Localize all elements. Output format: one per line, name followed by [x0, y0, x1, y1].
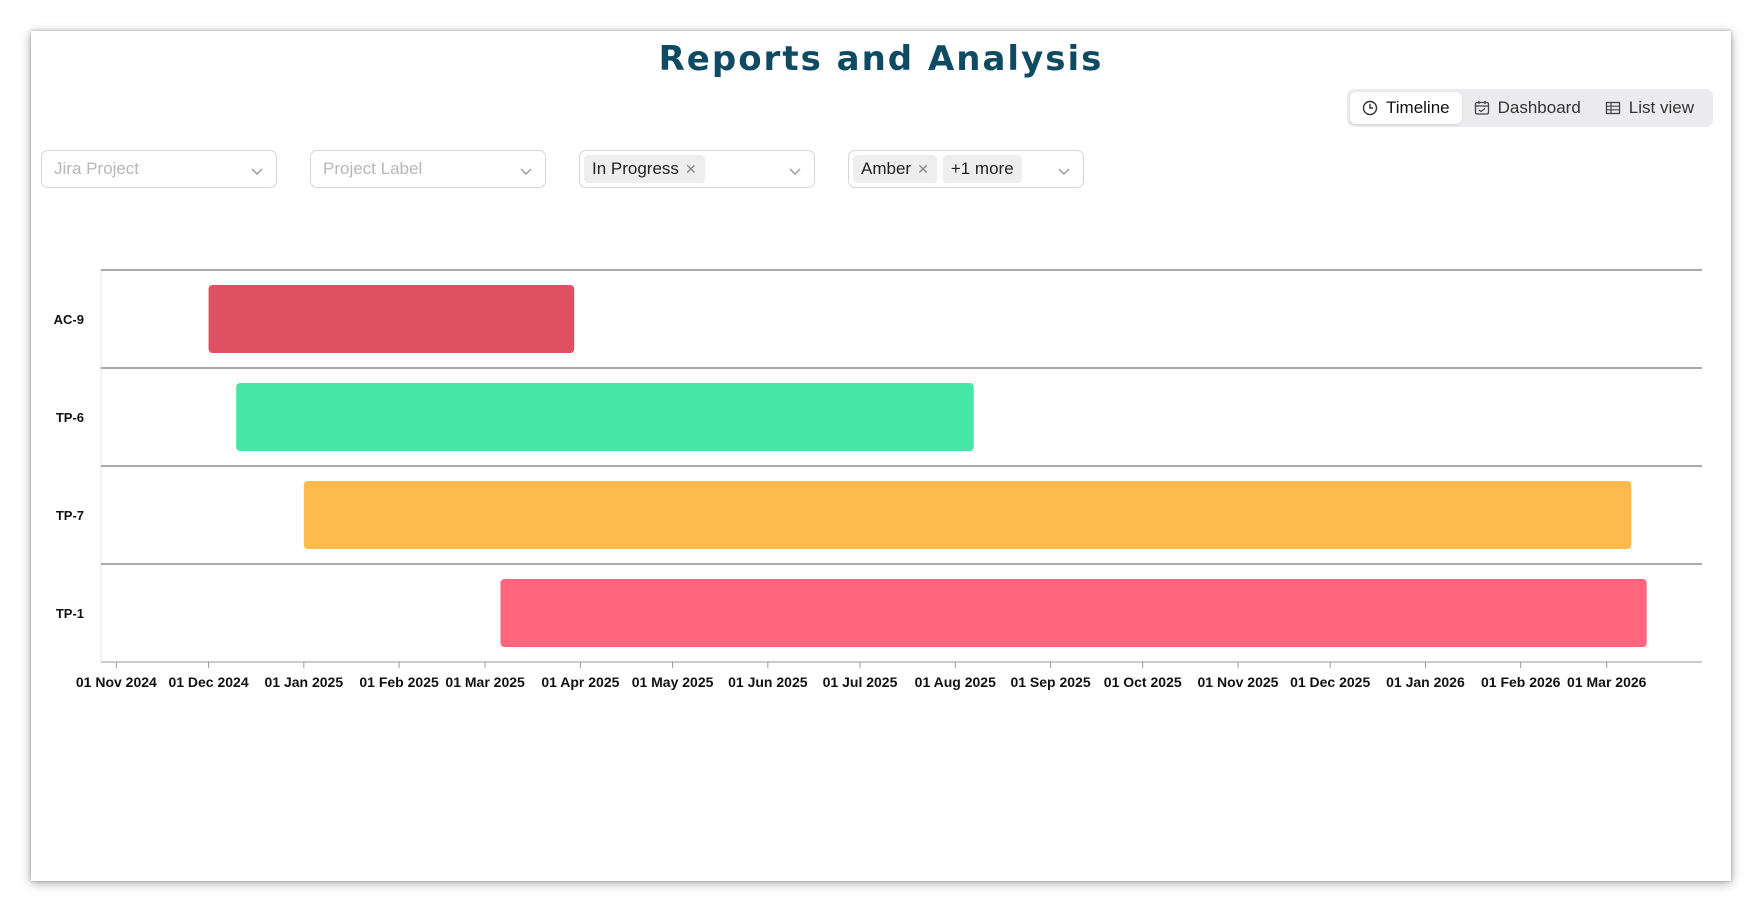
status-select[interactable]: In Progress ✕ [579, 150, 815, 188]
list-view-button[interactable]: List view [1593, 92, 1706, 124]
x-tick-label: 01 Feb 2026 [1481, 674, 1561, 690]
chevron-down-icon [519, 163, 533, 183]
chevron-down-icon [250, 163, 264, 183]
status-tag: In Progress ✕ [584, 155, 705, 183]
x-tick-label: 01 Dec 2024 [168, 674, 248, 690]
timeline-view-label: Timeline [1386, 98, 1450, 117]
x-tick-label: 01 Jun 2025 [728, 674, 808, 690]
project-label-placeholder: Project Label [323, 159, 423, 178]
x-tick-label: 01 Jul 2025 [823, 674, 898, 690]
timeline-bar [303, 481, 1632, 549]
x-tick-label: 01 Nov 2024 [76, 674, 157, 690]
view-toggle: Timeline Dashboard List view [1347, 89, 1713, 127]
rag-tag: Amber ✕ [853, 155, 937, 183]
x-tick-label: 01 Jan 2025 [265, 674, 344, 690]
table-icon [1605, 100, 1621, 116]
rag-status-select[interactable]: Amber ✕ +1 more [848, 150, 1084, 188]
jira-project-placeholder: Jira Project [54, 159, 140, 178]
chevron-down-icon [1057, 163, 1071, 183]
x-tick-label: 01 Dec 2025 [1290, 674, 1370, 690]
x-tick-label: 01 Mar 2026 [1567, 674, 1647, 690]
timeline-chart: AC-9 TP-6 TP-7 TP-1 01 Nov 2024 01 Dec 2024 01… [54, 269, 1702, 690]
page-title: Reports and Analysis [658, 39, 1104, 79]
x-tick-label: 01 Nov 2025 [1198, 674, 1279, 690]
dashboard-view-button[interactable]: Dashboard [1462, 92, 1593, 124]
list-view-label: List view [1628, 98, 1694, 117]
x-tick-label: 01 Apr 2025 [541, 674, 619, 690]
status-tag-label: In Progress [592, 159, 679, 178]
timeline-view-button[interactable]: Timeline [1350, 92, 1462, 124]
rag-tag-label: Amber [861, 159, 912, 178]
chevron-down-icon [788, 163, 802, 183]
jira-project-select[interactable]: Jira Project [41, 150, 277, 188]
x-tick-label: 01 Mar 2025 [445, 674, 525, 690]
row-label: TP-1 [56, 606, 84, 621]
timeline-bar [236, 383, 974, 451]
report-card: Reports and Analysis Timeline Dashboard … [31, 31, 1731, 881]
more-tags-badge[interactable]: +1 more [942, 155, 1022, 183]
calendar-icon [1474, 100, 1490, 116]
dashboard-view-label: Dashboard [1497, 98, 1581, 117]
x-tick-label: 01 Feb 2025 [359, 674, 439, 690]
timeline-bar [208, 285, 575, 353]
row-label: TP-6 [56, 410, 84, 425]
x-tick-label: 01 Oct 2025 [1104, 674, 1182, 690]
timeline-bar [500, 579, 1647, 647]
remove-tag-icon[interactable]: ✕ [684, 160, 697, 177]
x-tick-label: 01 Jan 2026 [1386, 674, 1465, 690]
x-tick-label: 01 Sep 2025 [1010, 674, 1090, 690]
x-tick-label: 01 May 2025 [632, 674, 714, 690]
row-label: AC-9 [54, 312, 84, 327]
x-tick-label: 01 Aug 2025 [915, 674, 996, 690]
row-label: TP-7 [56, 508, 84, 523]
remove-tag-icon[interactable]: ✕ [917, 160, 929, 177]
project-label-select[interactable]: Project Label [310, 150, 546, 188]
clock-icon [1362, 100, 1378, 116]
